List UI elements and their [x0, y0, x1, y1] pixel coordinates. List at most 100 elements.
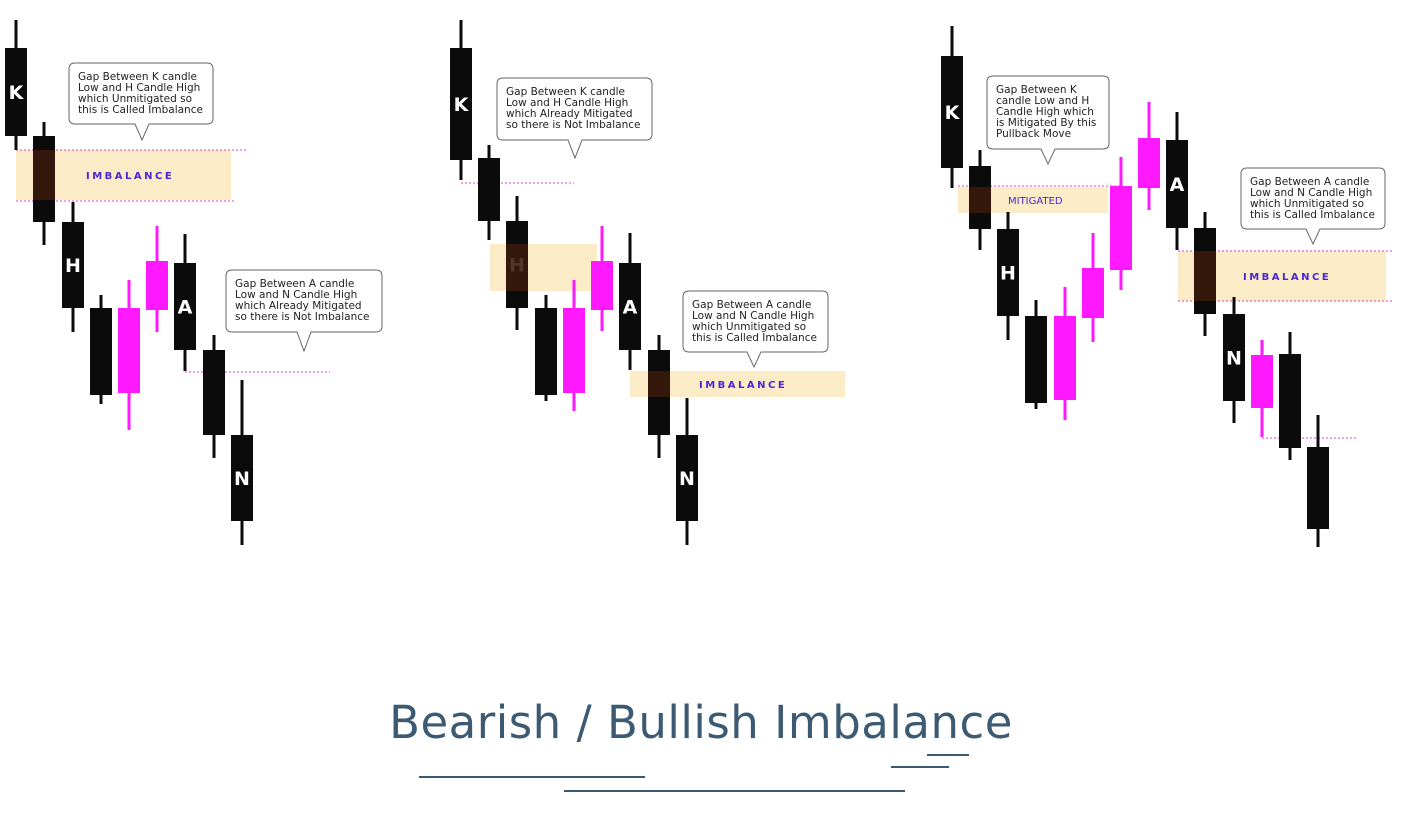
callout-text-line: Candle High which: [996, 106, 1094, 118]
bearish-candle: [535, 295, 557, 401]
zone-overlap: [1194, 251, 1216, 301]
candle-letter: N: [1226, 348, 1242, 370]
bearish-candle: K: [5, 20, 27, 150]
callout-text-line: Gap Between K candle: [78, 71, 197, 83]
callout-text-line: candle Low and H: [996, 95, 1089, 107]
callout-text-line: which Unmitigated so: [1250, 198, 1364, 210]
bearish-candle: N: [676, 398, 698, 545]
callout-text-line: Pullback Move: [996, 128, 1071, 140]
bullish-candle: [563, 280, 585, 411]
callout-text-line: is Mitigated By this: [996, 117, 1096, 129]
callout-text-line: so there is Not Imbalance: [235, 311, 369, 323]
bearish-candle: N: [231, 380, 253, 545]
bullish-candle: [1251, 340, 1273, 437]
callout-bubble: [496, 77, 653, 160]
candle-letter: N: [234, 468, 250, 490]
bullish-candle: [591, 226, 613, 331]
bearish-candle: [1307, 415, 1329, 547]
callout-text-line: Gap Between K: [996, 84, 1078, 96]
bearish-candle: A: [619, 233, 641, 370]
candle-body: [174, 263, 196, 350]
callout-text-line: which Already Mitigated: [506, 108, 633, 120]
candle-letter: K: [454, 94, 470, 116]
bearish-candle: H: [997, 212, 1019, 340]
candle-body: [997, 229, 1019, 316]
candle-letter: A: [1170, 174, 1185, 196]
candle-letter: K: [945, 102, 961, 124]
title-underline-4: [564, 790, 905, 792]
candle-body: [619, 263, 641, 350]
zone-label: IMBALANCE: [86, 171, 174, 182]
zone-label: IMBALANCE: [1243, 272, 1331, 283]
zone-overlap: [969, 187, 991, 213]
candle-body: [1138, 138, 1160, 188]
callout-text-line: Low and N Candle High: [235, 289, 357, 301]
candle-body: [62, 222, 84, 308]
candle-body: [118, 308, 140, 393]
bearish-candle: K: [450, 20, 472, 180]
callout-text-line: Gap Between K candle: [506, 86, 625, 98]
bearish-candle: K: [941, 26, 963, 188]
bearish-candle: A: [1166, 112, 1188, 250]
candle-body: [1166, 140, 1188, 228]
callout-text-line: which Unmitigated so: [78, 93, 192, 105]
callout-text-line: this is Called Imbalance: [78, 104, 203, 116]
bullish-candle: [1082, 233, 1104, 342]
panel-mitigated-pullback: K H A N MITIGATED IMBALANCE Gap Between Kcandl…: [941, 26, 1393, 547]
candle-body: [1307, 447, 1329, 529]
candle-body: [1025, 316, 1047, 403]
bearish-candle: A: [174, 234, 196, 371]
candle-body: [90, 308, 112, 395]
candle-body: [1110, 186, 1132, 270]
candle-letter: H: [65, 255, 81, 277]
candle-body: [146, 261, 168, 310]
bearish-candle: [90, 295, 112, 404]
title-underline-2: [891, 766, 949, 768]
candle-body: [450, 48, 472, 160]
bearish-candle: H: [62, 202, 84, 332]
page-title: Bearish / Bullish Imbalance: [389, 696, 1013, 749]
candle-letter: N: [679, 468, 695, 490]
zone-label: MITIGATED: [1008, 196, 1063, 207]
candle-body: [1223, 314, 1245, 401]
callout-text-line: Gap Between A candle: [235, 278, 354, 290]
callout-text-line: which Already Mitigated: [235, 300, 362, 312]
candle-body: [1054, 316, 1076, 400]
callout-bubble: [225, 269, 383, 353]
title-underline-1: [419, 776, 645, 778]
bearish-candle: N: [1223, 297, 1245, 423]
bearish-candle: [1279, 332, 1301, 460]
callout-bubble: [68, 62, 214, 142]
bullish-candle: [1054, 287, 1076, 420]
zone-overlap: [506, 244, 528, 291]
bullish-candle: [1138, 102, 1160, 210]
bullish-candle: [118, 280, 140, 430]
bearish-candle: [1025, 300, 1047, 409]
candle-body: [1082, 268, 1104, 318]
callout-text-line: this is Called Imbalance: [1250, 209, 1375, 221]
callout-text-line: Low and N Candle High: [1250, 187, 1372, 199]
callout-text-line: Low and H Candle High: [506, 97, 628, 109]
callout-text-line: so there is Not Imbalance: [506, 119, 640, 131]
candle-body: [676, 435, 698, 521]
candle-body: [941, 56, 963, 168]
candle-letter: K: [9, 82, 25, 104]
bearish-candle: [203, 335, 225, 458]
candle-body: [478, 158, 500, 221]
callout-bubble: [1240, 167, 1386, 246]
callout-text-line: Gap Between A candle: [1250, 176, 1369, 188]
candle-body: [203, 350, 225, 435]
zone-label: IMBALANCE: [699, 380, 787, 391]
callout-bubble: [986, 75, 1110, 166]
candle-body: [1279, 354, 1301, 448]
callout-text-line: Gap Between A candle: [692, 299, 811, 311]
